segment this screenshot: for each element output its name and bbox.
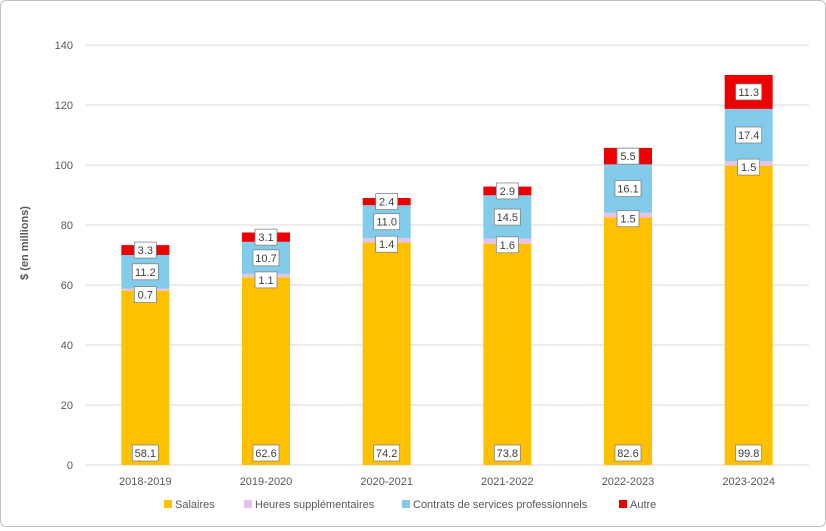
data-label: 11.0 — [376, 217, 397, 229]
data-label: 11.3 — [738, 87, 759, 99]
data-label: 1.6 — [500, 240, 515, 252]
x-tick-label: 2021-2022 — [481, 476, 534, 488]
y-tick-label: 40 — [61, 340, 73, 352]
data-label: 16.1 — [617, 184, 638, 196]
data-label-box — [616, 210, 640, 228]
data-label: 1.4 — [379, 239, 394, 251]
legend-swatch — [164, 500, 172, 508]
data-label: 62.6 — [255, 448, 276, 460]
y-tick-label: 0 — [67, 460, 73, 472]
y-tick-label: 20 — [61, 400, 73, 412]
data-label-box — [133, 286, 157, 303]
data-label-box — [493, 208, 521, 226]
data-label-box — [252, 444, 280, 462]
x-tick-label: 2023-2024 — [722, 476, 775, 488]
data-label: 10.7 — [255, 253, 276, 265]
data-label-box — [495, 182, 519, 200]
y-tick-label: 140 — [55, 40, 73, 52]
bar-segment — [604, 217, 652, 465]
bar-segment — [121, 290, 170, 465]
data-label: 73.8 — [497, 448, 518, 460]
y-axis-label: $ (en millions) — [19, 206, 31, 280]
data-label: 11.2 — [135, 267, 156, 279]
data-label-box — [373, 444, 401, 462]
gridlines — [85, 44, 809, 466]
data-label-box — [133, 241, 157, 259]
data-label-box — [495, 236, 519, 254]
data-label: 17.4 — [738, 130, 759, 142]
data-label-box — [737, 158, 761, 176]
legend-label: Contrats de services professionnels — [413, 499, 588, 511]
bar-segment — [483, 243, 532, 465]
data-label-box — [252, 249, 280, 267]
legend-swatch — [619, 500, 627, 508]
data-label-box — [375, 235, 399, 253]
data-label: 0.7 — [138, 290, 153, 302]
data-label: 3.3 — [138, 245, 153, 257]
data-label: 2.4 — [379, 197, 394, 209]
data-label: 1.1 — [258, 275, 273, 287]
data-label-box — [616, 147, 640, 165]
data-label-box — [735, 83, 763, 101]
data-label-box — [614, 444, 642, 462]
x-tick-label: 2022-2023 — [602, 476, 655, 488]
data-label: 74.2 — [376, 448, 397, 460]
data-label-box — [131, 263, 159, 281]
x-tick-label: 2020-2021 — [360, 476, 413, 488]
data-label: 3.1 — [258, 232, 273, 244]
legend: Salaires Heures supplémentaires Contrats d… — [164, 499, 656, 511]
data-label: 1.5 — [620, 214, 635, 226]
x-axis-ticks: 2018-2019 2019-2020 2020-2021 2021-2022 2022… — [119, 476, 775, 488]
data-label-box — [614, 180, 642, 197]
data-label: 99.8 — [738, 448, 759, 460]
bar-segment — [724, 165, 773, 465]
data-label: 14.5 — [497, 212, 518, 224]
data-label: 2.9 — [500, 186, 515, 198]
data-label: 1.5 — [741, 162, 756, 174]
y-tick-label: 80 — [61, 220, 73, 232]
data-labels: 58.1 0.7 11.2 3.3 62.6 1.1 10.7 3.1 74.2 1.4 11.0 2… — [131, 83, 763, 462]
y-tick-label: 100 — [55, 160, 73, 172]
y-tick-label: 60 — [61, 280, 73, 292]
bar-segment — [362, 242, 411, 465]
data-label-box — [735, 126, 763, 144]
data-label-box — [375, 193, 399, 210]
legend-label: Autre — [630, 499, 656, 511]
y-tick-label: 120 — [55, 100, 73, 112]
data-label-box — [735, 444, 763, 462]
data-label-box — [254, 228, 278, 246]
legend-label: Heures supplémentaires — [255, 499, 375, 511]
data-label: 58.1 — [135, 448, 156, 460]
data-label: 82.6 — [617, 448, 638, 460]
legend-swatch — [244, 500, 252, 508]
legend-swatch — [402, 500, 410, 508]
data-label: 5.5 — [620, 151, 635, 163]
bars — [121, 75, 773, 465]
data-label-box — [131, 444, 159, 462]
data-label-box — [373, 213, 401, 231]
x-tick-label: 2019-2020 — [240, 476, 293, 488]
legend-label: Salaires — [175, 499, 215, 511]
y-axis-ticks: 0 20 40 60 80 100 120 140 — [55, 40, 73, 472]
data-label-box — [254, 271, 278, 289]
x-tick-label: 2018-2019 — [119, 476, 172, 488]
bar-segment — [242, 277, 290, 465]
data-label-box — [493, 444, 521, 462]
